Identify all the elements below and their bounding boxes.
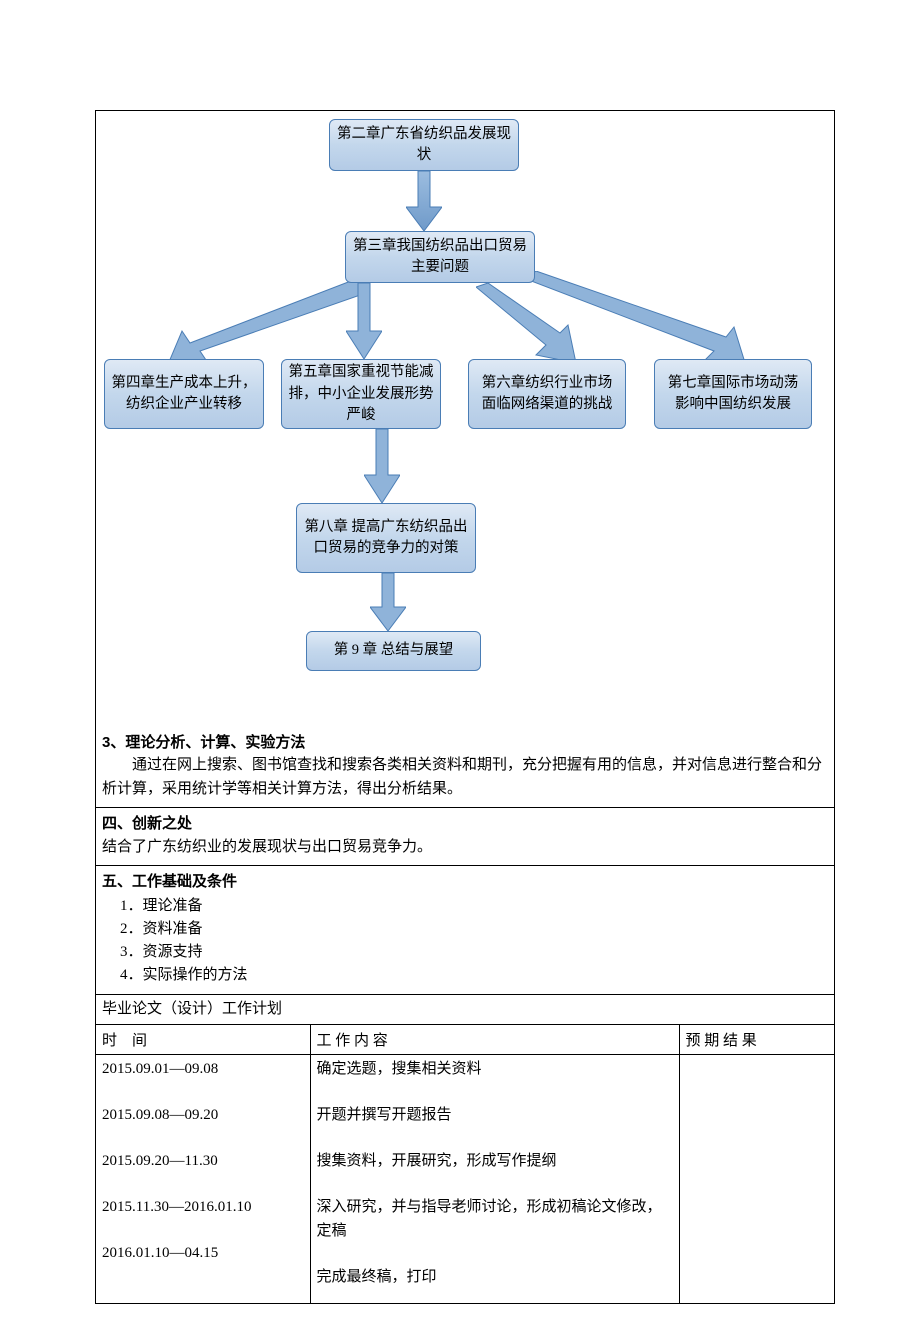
plan-time: 2015.11.30—2016.01.10 <box>102 1195 304 1241</box>
plan-time: 2015.09.08—09.20 <box>102 1103 304 1149</box>
col-result-label: 预 期 结 果 <box>686 1033 757 1049</box>
flow-node-ch3: 第三章我国纺织品出口贸易主要问题 <box>345 231 535 283</box>
section-4: 四、创新之处 结合了广东纺织业的发展现状与出口贸易竞争力。 <box>96 807 834 866</box>
flow-node-label: 第四章生产成本上升，纺织企业产业转移 <box>111 373 257 415</box>
page-frame: 第二章广东省纺织品发展现状 第三章我国纺织品出口贸易主要问题 第四章生产成本上升… <box>95 110 835 1304</box>
flow-node-label: 第三章我国纺织品出口贸易主要问题 <box>352 236 528 278</box>
list-item: 2．资料准备 <box>120 918 828 941</box>
plan-times-cell: 2015.09.01—09.08 2015.09.08—09.20 2015.0… <box>96 1054 310 1303</box>
plan-results-cell <box>679 1054 834 1303</box>
plan-body-row: 2015.09.01—09.08 2015.09.08—09.20 2015.0… <box>96 1054 834 1303</box>
flow-node-ch2: 第二章广东省纺织品发展现状 <box>329 119 519 171</box>
flow-node-ch4: 第四章生产成本上升，纺织企业产业转移 <box>104 359 264 429</box>
plan-work: 深入研究，并与指导老师讨论，形成初稿论文修改，定稿 <box>317 1195 673 1247</box>
flow-node-label: 第 9 章 总结与展望 <box>334 640 454 661</box>
section-4-body: 结合了广东纺织业的发展现状与出口贸易竞争力。 <box>102 839 432 855</box>
section-5-list: 1．理论准备 2．资料准备 3．资源支持 4．实际操作的方法 <box>102 895 828 988</box>
plan-time: 2016.01.10—04.15 <box>102 1241 304 1265</box>
arrow-n3-n7 <box>526 271 746 366</box>
flow-node-label: 第八章 提高广东纺织品出口贸易的竞争力的对策 <box>303 517 469 559</box>
plan-work: 开题并撰写开题报告 <box>317 1103 673 1149</box>
arrow-n3-n4 <box>166 279 366 369</box>
flow-node-ch7: 第七章国际市场动荡影响中国纺织发展 <box>654 359 812 429</box>
flowchart: 第二章广东省纺织品发展现状 第三章我国纺织品出口贸易主要问题 第四章生产成本上升… <box>96 111 834 731</box>
plan-work: 搜集资料，开展研究，形成写作提纲 <box>317 1149 673 1195</box>
plan-time: 2015.09.20—11.30 <box>102 1149 304 1195</box>
flow-node-label: 第五章国家重视节能减排，中小企业发展形势严峻 <box>288 362 434 425</box>
list-item: 4．实际操作的方法 <box>120 964 828 987</box>
section-3-heading: 3、理论分析、计算、实验方法 <box>102 731 828 754</box>
plan-title: 毕业论文（设计）工作计划 <box>102 1001 282 1017</box>
arrow-n8-n9 <box>370 573 406 631</box>
section-5: 五、工作基础及条件 1．理论准备 2．资料准备 3．资源支持 4．实际操作的方法 <box>96 865 834 993</box>
section-4-heading: 四、创新之处 <box>102 815 192 832</box>
flow-node-ch5: 第五章国家重视节能减排，中小企业发展形势严峻 <box>281 359 441 429</box>
flow-node-label: 第二章广东省纺织品发展现状 <box>336 124 512 166</box>
flow-node-ch9: 第 9 章 总结与展望 <box>306 631 481 671</box>
arrow-n5-n8 <box>364 429 400 503</box>
plan-table: 时 间 工 作 内 容 预 期 结 果 2015.09.01—09.08 201… <box>96 1024 834 1303</box>
section-3: 3、理论分析、计算、实验方法 通过在网上搜索、图书馆查找和搜索各类相关资料和期刊… <box>96 731 834 807</box>
section-3-body: 通过在网上搜索、图书馆查找和搜索各类相关资料和期刊，充分把握有用的信息，并对信息… <box>102 754 828 801</box>
section-5-heading: 五、工作基础及条件 <box>102 873 237 890</box>
plan-work: 完成最终稿，打印 <box>317 1265 673 1289</box>
plan-header-row: 时 间 工 作 内 容 预 期 结 果 <box>96 1024 834 1054</box>
plan-time: 2015.09.01—09.08 <box>102 1057 304 1103</box>
list-item: 3．资源支持 <box>120 941 828 964</box>
list-item: 1．理论准备 <box>120 895 828 918</box>
flow-node-label: 第七章国际市场动荡影响中国纺织发展 <box>661 373 805 415</box>
col-work-label: 工 作 内 容 <box>317 1033 388 1049</box>
plan-work: 确定选题，搜集相关资料 <box>317 1057 673 1103</box>
arrow-n2-n3 <box>406 171 442 231</box>
flow-node-ch6: 第六章纺织行业市场面临网络渠道的挑战 <box>468 359 626 429</box>
plan-works-cell: 确定选题，搜集相关资料 开题并撰写开题报告 搜集资料，开展研究，形成写作提纲 深… <box>310 1054 679 1303</box>
arrow-n3-n5 <box>346 283 382 359</box>
flow-node-ch8: 第八章 提高广东纺织品出口贸易的竞争力的对策 <box>296 503 476 573</box>
flow-node-label: 第六章纺织行业市场面临网络渠道的挑战 <box>475 373 619 415</box>
plan-title-row: 毕业论文（设计）工作计划 <box>96 994 834 1024</box>
col-time-label: 时 间 <box>102 1033 147 1049</box>
